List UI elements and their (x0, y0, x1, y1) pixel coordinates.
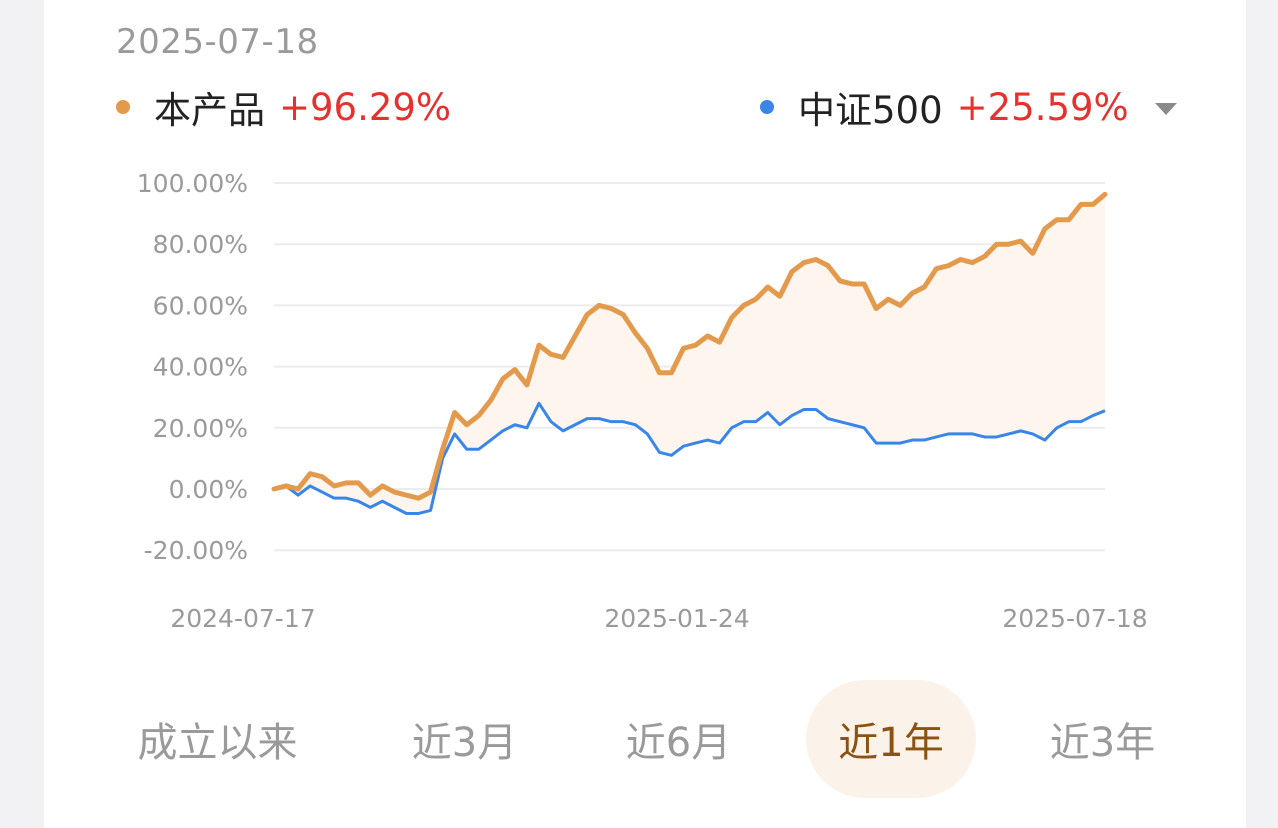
performance-chart: 100.00% 80.00% 60.00% 40.00% 20.00% 0.00% -20.… (137, 169, 1148, 633)
chart-date: 2025-07-18 (116, 22, 319, 62)
y-tick-label: 40.00% (153, 353, 248, 382)
series-line-product (271, 191, 1108, 501)
legend-benchmark-dot (760, 100, 774, 114)
legend-benchmark-value: +25.59% (956, 85, 1129, 129)
legend-product: 本产品 +96.29% (116, 82, 451, 132)
y-tick-label: 80.00% (153, 230, 248, 259)
legend-benchmark[interactable]: 中证500 +25.59% (760, 82, 1177, 132)
tab-label: 近6月 (625, 720, 732, 766)
tab-label: 成立以来 (137, 720, 298, 766)
legend-benchmark-name: 中证500 (798, 89, 943, 132)
period-tabs: 成立以来 近3月 近6月 近1年 近3年 (0, 680, 1278, 800)
tab-label: 近3月 (411, 720, 518, 766)
tab-label: 近3年 (1049, 720, 1156, 766)
legend-product-name: 本产品 (154, 89, 265, 132)
y-tick-label: -20.00% (144, 536, 248, 565)
tab-1-year[interactable]: 近1年 (806, 680, 976, 798)
series-line-benchmark (273, 401, 1106, 515)
tab-6-months[interactable]: 近6月 (596, 680, 761, 798)
tab-3-years[interactable]: 近3年 (1020, 680, 1185, 798)
tab-label: 近1年 (838, 720, 944, 766)
tab-3-months[interactable]: 近3月 (382, 680, 547, 798)
x-tick-label: 2025-01-24 (604, 604, 749, 633)
excess-return-area (274, 194, 1105, 514)
y-tick-label: 0.00% (169, 475, 248, 504)
y-tick-label: 60.00% (153, 291, 248, 320)
legend-product-value: +96.29% (279, 85, 452, 129)
tab-since-inception[interactable]: 成立以来 (110, 680, 325, 798)
y-tick-label: 100.00% (137, 169, 248, 198)
legend-product-dot (116, 100, 130, 114)
y-tick-label: 20.00% (153, 414, 248, 443)
dropdown-caret-icon[interactable] (1154, 103, 1177, 115)
x-tick-label: 2024-07-17 (170, 604, 315, 633)
x-tick-label: 2025-07-18 (1002, 604, 1147, 633)
